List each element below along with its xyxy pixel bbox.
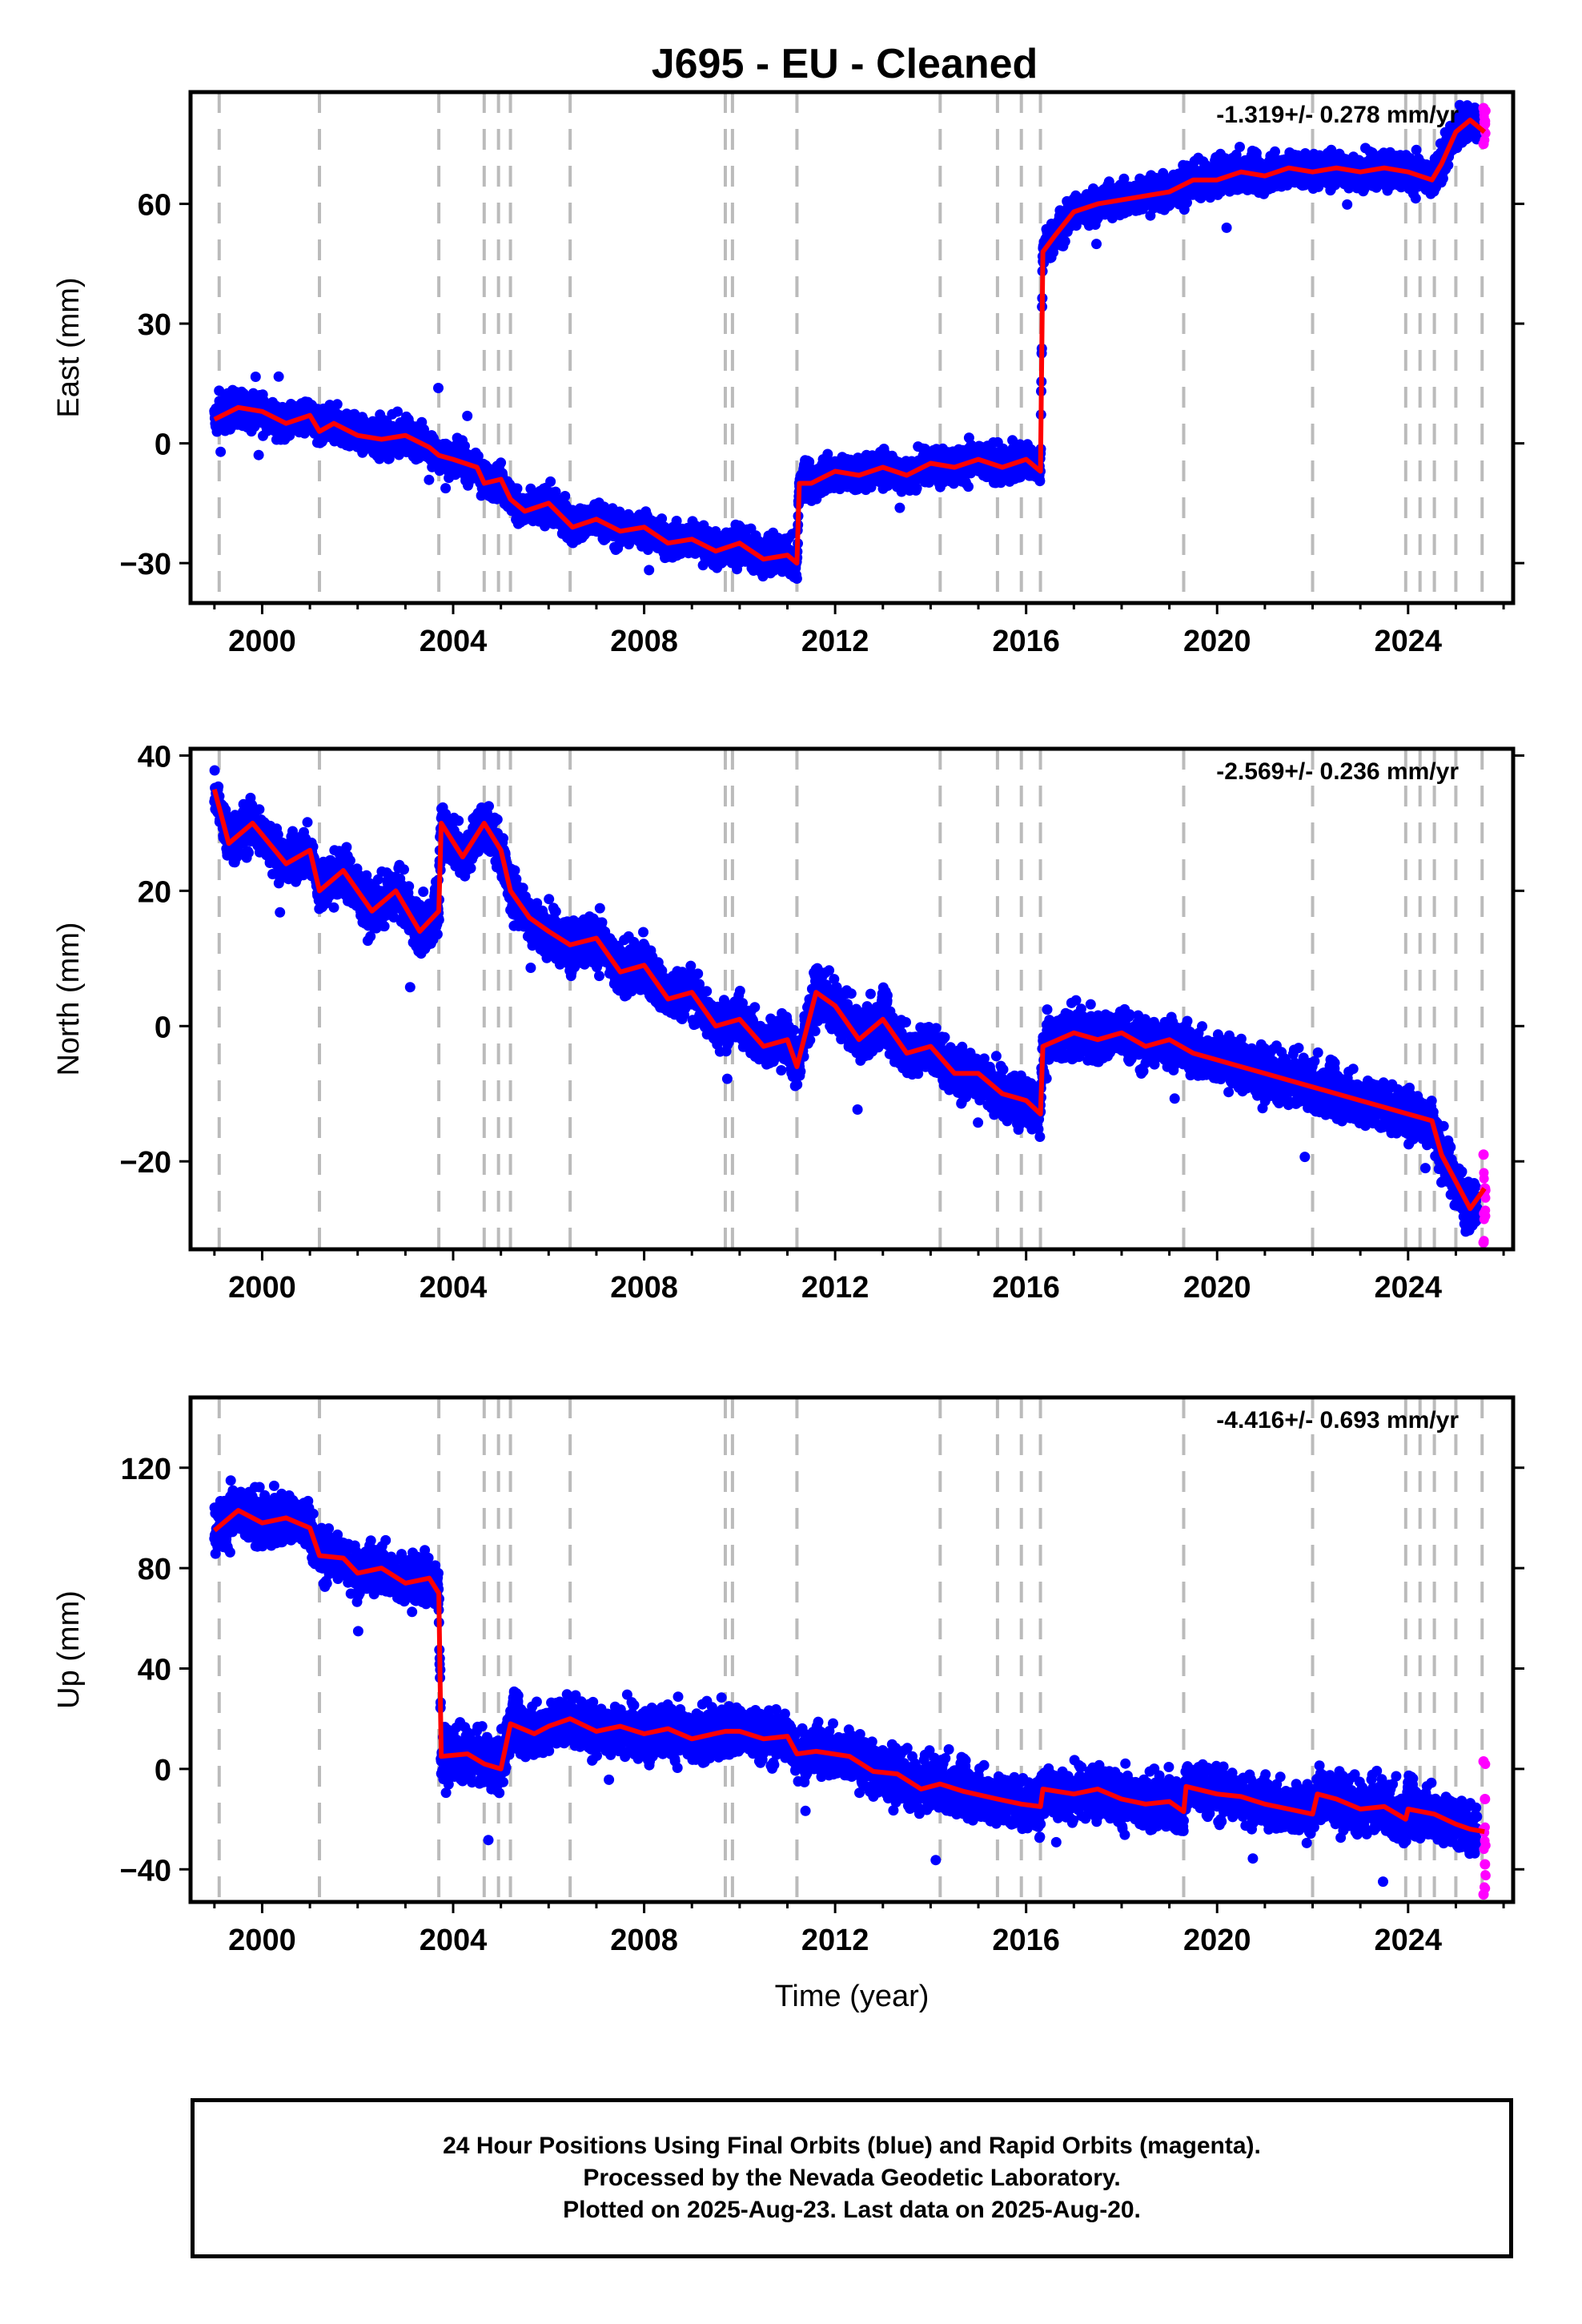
east-point-4105 <box>1091 239 1102 250</box>
east-point-29 <box>215 446 227 457</box>
east-point-4711 <box>1221 222 1232 233</box>
east-point-3509 <box>963 481 974 493</box>
east-point-206 <box>253 449 264 460</box>
east-point-1177 <box>462 410 473 421</box>
east-point-1333 <box>496 457 507 468</box>
east-panel: 2000 2004 2008 2012 2016 2020 2024−3003060East… <box>52 90 1524 658</box>
east-point-3269 <box>911 483 922 494</box>
east-point-3842 <box>1034 476 1046 487</box>
east-point-1564 <box>545 476 556 487</box>
east-point-1632 <box>560 491 571 501</box>
east-point-299 <box>273 371 284 382</box>
east-point-2711 <box>791 573 802 584</box>
east-point-3959 <box>1059 235 1070 247</box>
east-point-1042 <box>433 383 444 393</box>
east-point-852 <box>392 406 403 417</box>
east-point-2023 <box>644 565 655 576</box>
east-point-1409 <box>512 483 523 494</box>
east-point-192 <box>250 372 261 382</box>
east-final-points <box>209 99 1483 603</box>
east-point-4850 <box>1251 147 1262 159</box>
east-point-22 <box>214 385 225 396</box>
chart-title: J695 - EU - Cleaned <box>652 41 1038 87</box>
east-point-572 <box>331 399 343 410</box>
east-point-3190 <box>894 502 905 513</box>
east-point-1076 <box>440 483 452 494</box>
east-point-999 <box>424 474 435 485</box>
east-point-4772 <box>1235 142 1245 152</box>
